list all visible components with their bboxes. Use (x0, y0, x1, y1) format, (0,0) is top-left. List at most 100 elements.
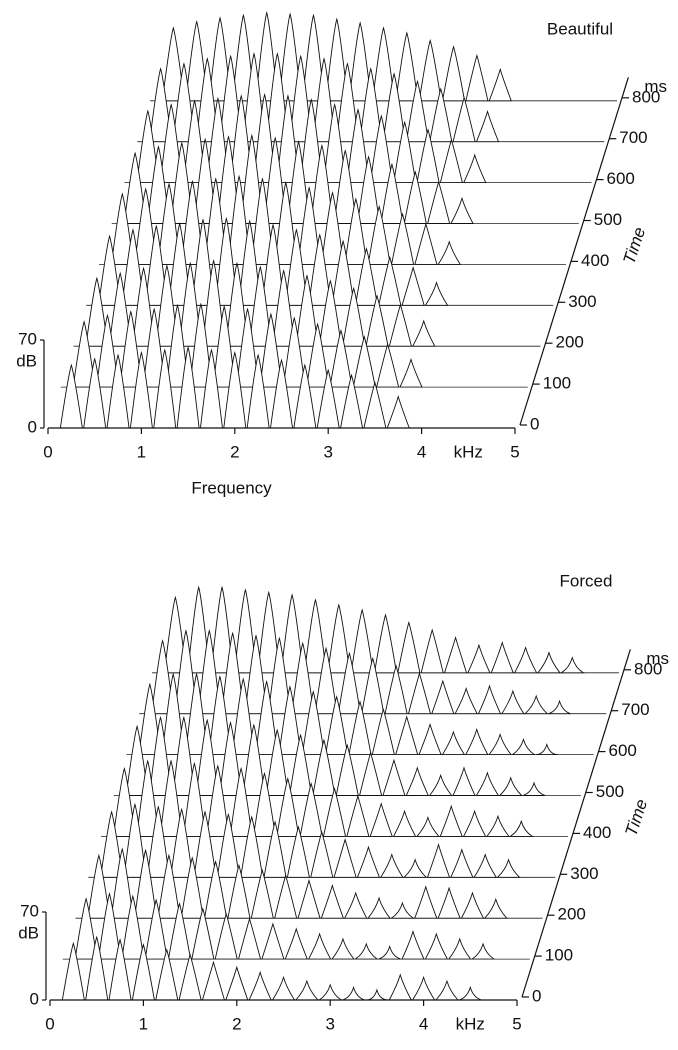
x-unit: kHz (454, 442, 483, 461)
spectral-peak (391, 212, 415, 265)
spectral-peak (303, 598, 327, 674)
spectral-peak (263, 820, 287, 878)
spectral-peak (310, 143, 334, 224)
spectral-peak (465, 727, 489, 756)
spectral-peak (244, 634, 268, 715)
spectral-peak (276, 777, 300, 837)
spectral-peak (185, 672, 209, 756)
spectral-peak (250, 177, 274, 265)
x-tick-label: 1 (139, 1014, 148, 1033)
spectral-peak (335, 743, 359, 796)
spectral-peak (470, 942, 496, 960)
spectral-peak (278, 685, 302, 756)
spectral-peak (463, 153, 487, 184)
spectral-peak (236, 307, 260, 388)
y-tick-label: 0 (532, 986, 541, 1005)
spectral-peak (61, 941, 85, 1001)
spectral-peak (201, 960, 226, 1001)
spectral-peak (414, 885, 438, 919)
spectral-peak (312, 57, 336, 143)
spectral-peak (242, 723, 266, 796)
spectral-peak (369, 114, 393, 184)
y-unit: ms (646, 649, 669, 668)
y-tick-label: 800 (634, 659, 662, 678)
y-axis-label: Time (622, 797, 652, 839)
spectral-peak (424, 281, 449, 306)
spectral-peak (356, 845, 381, 878)
spectral-peak (301, 690, 325, 756)
spectral-peak (148, 715, 172, 796)
spectral-peak (428, 773, 453, 796)
spectral-peak (439, 804, 463, 837)
spectral-peak (367, 896, 391, 919)
spectral-peak (291, 641, 315, 715)
y-tick-label: 600 (607, 169, 635, 188)
spectral-peak (352, 335, 376, 388)
spectral-peak (411, 975, 436, 1001)
spectral-peak (382, 72, 406, 143)
spectral-peak (378, 255, 402, 306)
spectral-peak (204, 860, 228, 919)
spectral-peak (412, 319, 436, 347)
spectral-peak (221, 631, 245, 715)
spectral-peak (365, 988, 388, 1001)
spectral-peak (337, 651, 361, 715)
spectral-peak (261, 922, 285, 960)
spectral-peak (284, 228, 308, 306)
x-axis-label: Frequency (191, 478, 272, 497)
spectral-peak (459, 985, 482, 1001)
x-tick-label: 0 (45, 1014, 54, 1033)
spectral-peak (123, 802, 147, 878)
spectral-peak (240, 815, 264, 878)
spectral-peak (180, 856, 204, 919)
x-tick-label: 1 (137, 442, 146, 461)
spectral-peak (393, 120, 417, 184)
spectral-peak (513, 646, 538, 674)
spectral-peak (462, 809, 487, 837)
spectral-peak (346, 794, 370, 837)
spectral-peak (388, 973, 412, 1001)
spectral-peak (85, 935, 109, 1001)
spectral-peak (129, 351, 153, 429)
spectral-peak (191, 907, 215, 960)
spectral-peak (467, 643, 491, 674)
y-axis (521, 649, 631, 998)
spectral-peak (248, 970, 272, 1001)
spectral-peak (225, 261, 249, 347)
spectral-peak (501, 689, 525, 715)
spectral-peak (329, 328, 353, 388)
spectral-peak (97, 892, 121, 960)
spectral-peak (119, 310, 143, 388)
spectral-peak (170, 807, 194, 878)
spectral-peak (131, 943, 155, 1001)
spectral-peak (252, 771, 276, 837)
spectral-peak (405, 79, 429, 143)
spectral-peak (216, 812, 240, 878)
spectral-peak (199, 348, 223, 429)
spectral-peak (450, 848, 474, 878)
spectral-peak (214, 912, 238, 960)
spectral-peak (367, 205, 391, 265)
spectral-peak (261, 223, 285, 306)
spectral-peak (354, 247, 378, 306)
spectral-peak (403, 858, 428, 878)
spectral-peak (452, 766, 476, 796)
spectral-peak (155, 948, 179, 1001)
panel-title: Beautiful (547, 19, 613, 38)
spectral-peak (488, 67, 512, 102)
spectral-peak (342, 286, 366, 347)
spectral-peak (508, 819, 534, 837)
spectral-peak (259, 312, 283, 388)
spectral-peak (452, 96, 476, 143)
spectral-peak (195, 718, 219, 796)
spectral-peak (344, 197, 368, 265)
spectral-peak (174, 629, 198, 715)
spectral-peak (229, 766, 253, 837)
spectral-peak (431, 679, 455, 715)
spectral-peak (59, 363, 83, 429)
spectral-peak (172, 715, 196, 796)
spectral-peak (212, 305, 236, 388)
spectral-peak (361, 656, 385, 715)
spectral-peak (363, 381, 387, 429)
